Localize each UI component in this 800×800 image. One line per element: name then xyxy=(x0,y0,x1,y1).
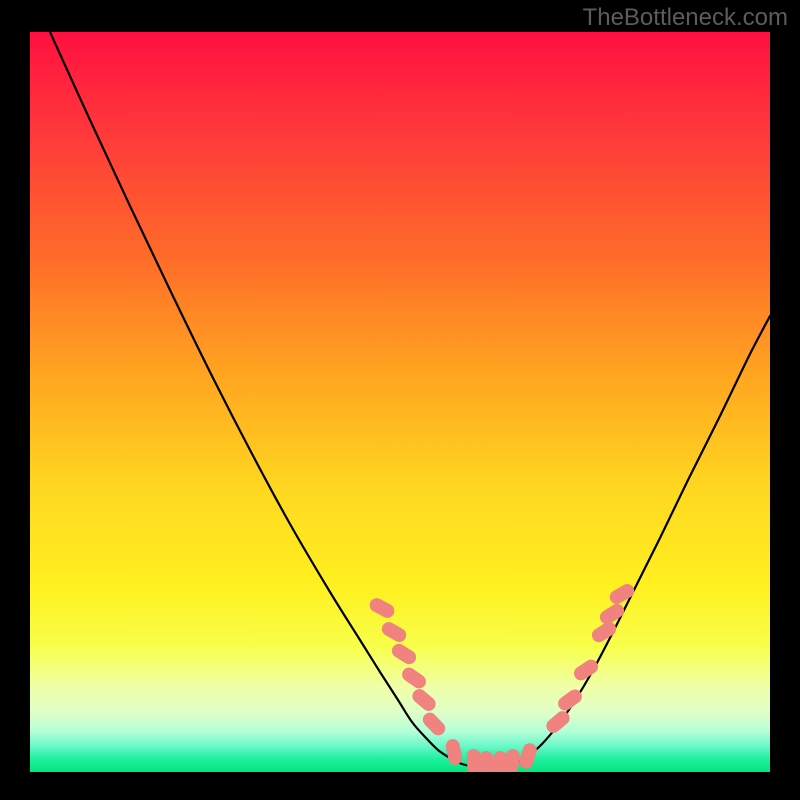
chart-container: TheBottleneck.com xyxy=(0,0,800,800)
watermark-text: TheBottleneck.com xyxy=(583,4,788,32)
plot-background xyxy=(30,32,770,772)
bottleneck-chart xyxy=(30,32,770,772)
data-marker xyxy=(479,751,493,772)
